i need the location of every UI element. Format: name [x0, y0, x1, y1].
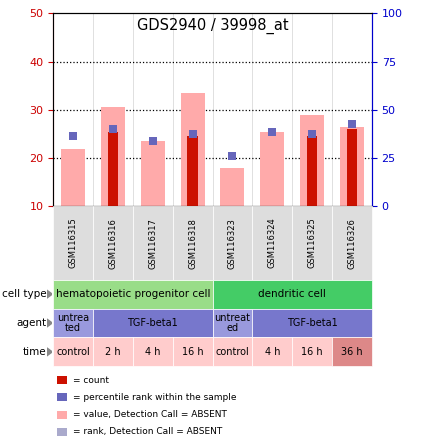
Bar [346, 129, 357, 206]
Text: = count: = count [73, 376, 109, 385]
Text: untrea
ted: untrea ted [57, 313, 89, 333]
Text: untreat
ed: untreat ed [215, 313, 250, 333]
Point [309, 131, 315, 138]
Text: GSM116324: GSM116324 [268, 218, 277, 269]
Point [110, 126, 116, 133]
Text: time: time [23, 347, 47, 357]
Bar [187, 136, 198, 206]
Polygon shape [47, 290, 52, 298]
Text: 36 h: 36 h [341, 347, 363, 357]
Text: 4 h: 4 h [145, 347, 161, 357]
Text: cell type: cell type [2, 289, 47, 299]
Bar [260, 131, 284, 206]
Text: agent: agent [17, 318, 47, 328]
Text: 4 h: 4 h [264, 347, 280, 357]
Bar [108, 131, 118, 206]
Polygon shape [47, 348, 52, 356]
Text: GSM116315: GSM116315 [68, 218, 77, 269]
Point [269, 128, 276, 135]
Text: = value, Detection Call = ABSENT: = value, Detection Call = ABSENT [73, 410, 227, 419]
Bar [340, 127, 364, 206]
Text: 16 h: 16 h [182, 347, 204, 357]
Point [189, 131, 196, 138]
Text: GDS2940 / 39998_at: GDS2940 / 39998_at [137, 18, 288, 34]
Point [149, 138, 156, 145]
Bar [300, 115, 324, 206]
Text: dendritic cell: dendritic cell [258, 289, 326, 299]
Text: 2 h: 2 h [105, 347, 121, 357]
Text: TGF-beta1: TGF-beta1 [287, 318, 337, 328]
Bar [141, 141, 164, 206]
Bar [307, 136, 317, 206]
Text: control: control [56, 347, 90, 357]
Text: hematopoietic progenitor cell: hematopoietic progenitor cell [56, 289, 210, 299]
Text: GSM116323: GSM116323 [228, 218, 237, 269]
Text: control: control [215, 347, 249, 357]
Bar [181, 93, 204, 206]
Bar [221, 168, 244, 206]
Text: GSM116317: GSM116317 [148, 218, 157, 269]
Text: GSM116326: GSM116326 [348, 218, 357, 269]
Text: = rank, Detection Call = ABSENT: = rank, Detection Call = ABSENT [73, 428, 222, 436]
Text: 16 h: 16 h [301, 347, 323, 357]
Bar [101, 107, 125, 206]
Point [70, 133, 76, 140]
Bar [61, 148, 85, 206]
Text: TGF-beta1: TGF-beta1 [128, 318, 178, 328]
Point [229, 152, 236, 159]
Text: GSM116318: GSM116318 [188, 218, 197, 269]
Polygon shape [47, 319, 52, 327]
Text: GSM116316: GSM116316 [108, 218, 117, 269]
Point [348, 121, 355, 128]
Text: GSM116325: GSM116325 [308, 218, 317, 269]
Text: = percentile rank within the sample: = percentile rank within the sample [73, 393, 237, 402]
